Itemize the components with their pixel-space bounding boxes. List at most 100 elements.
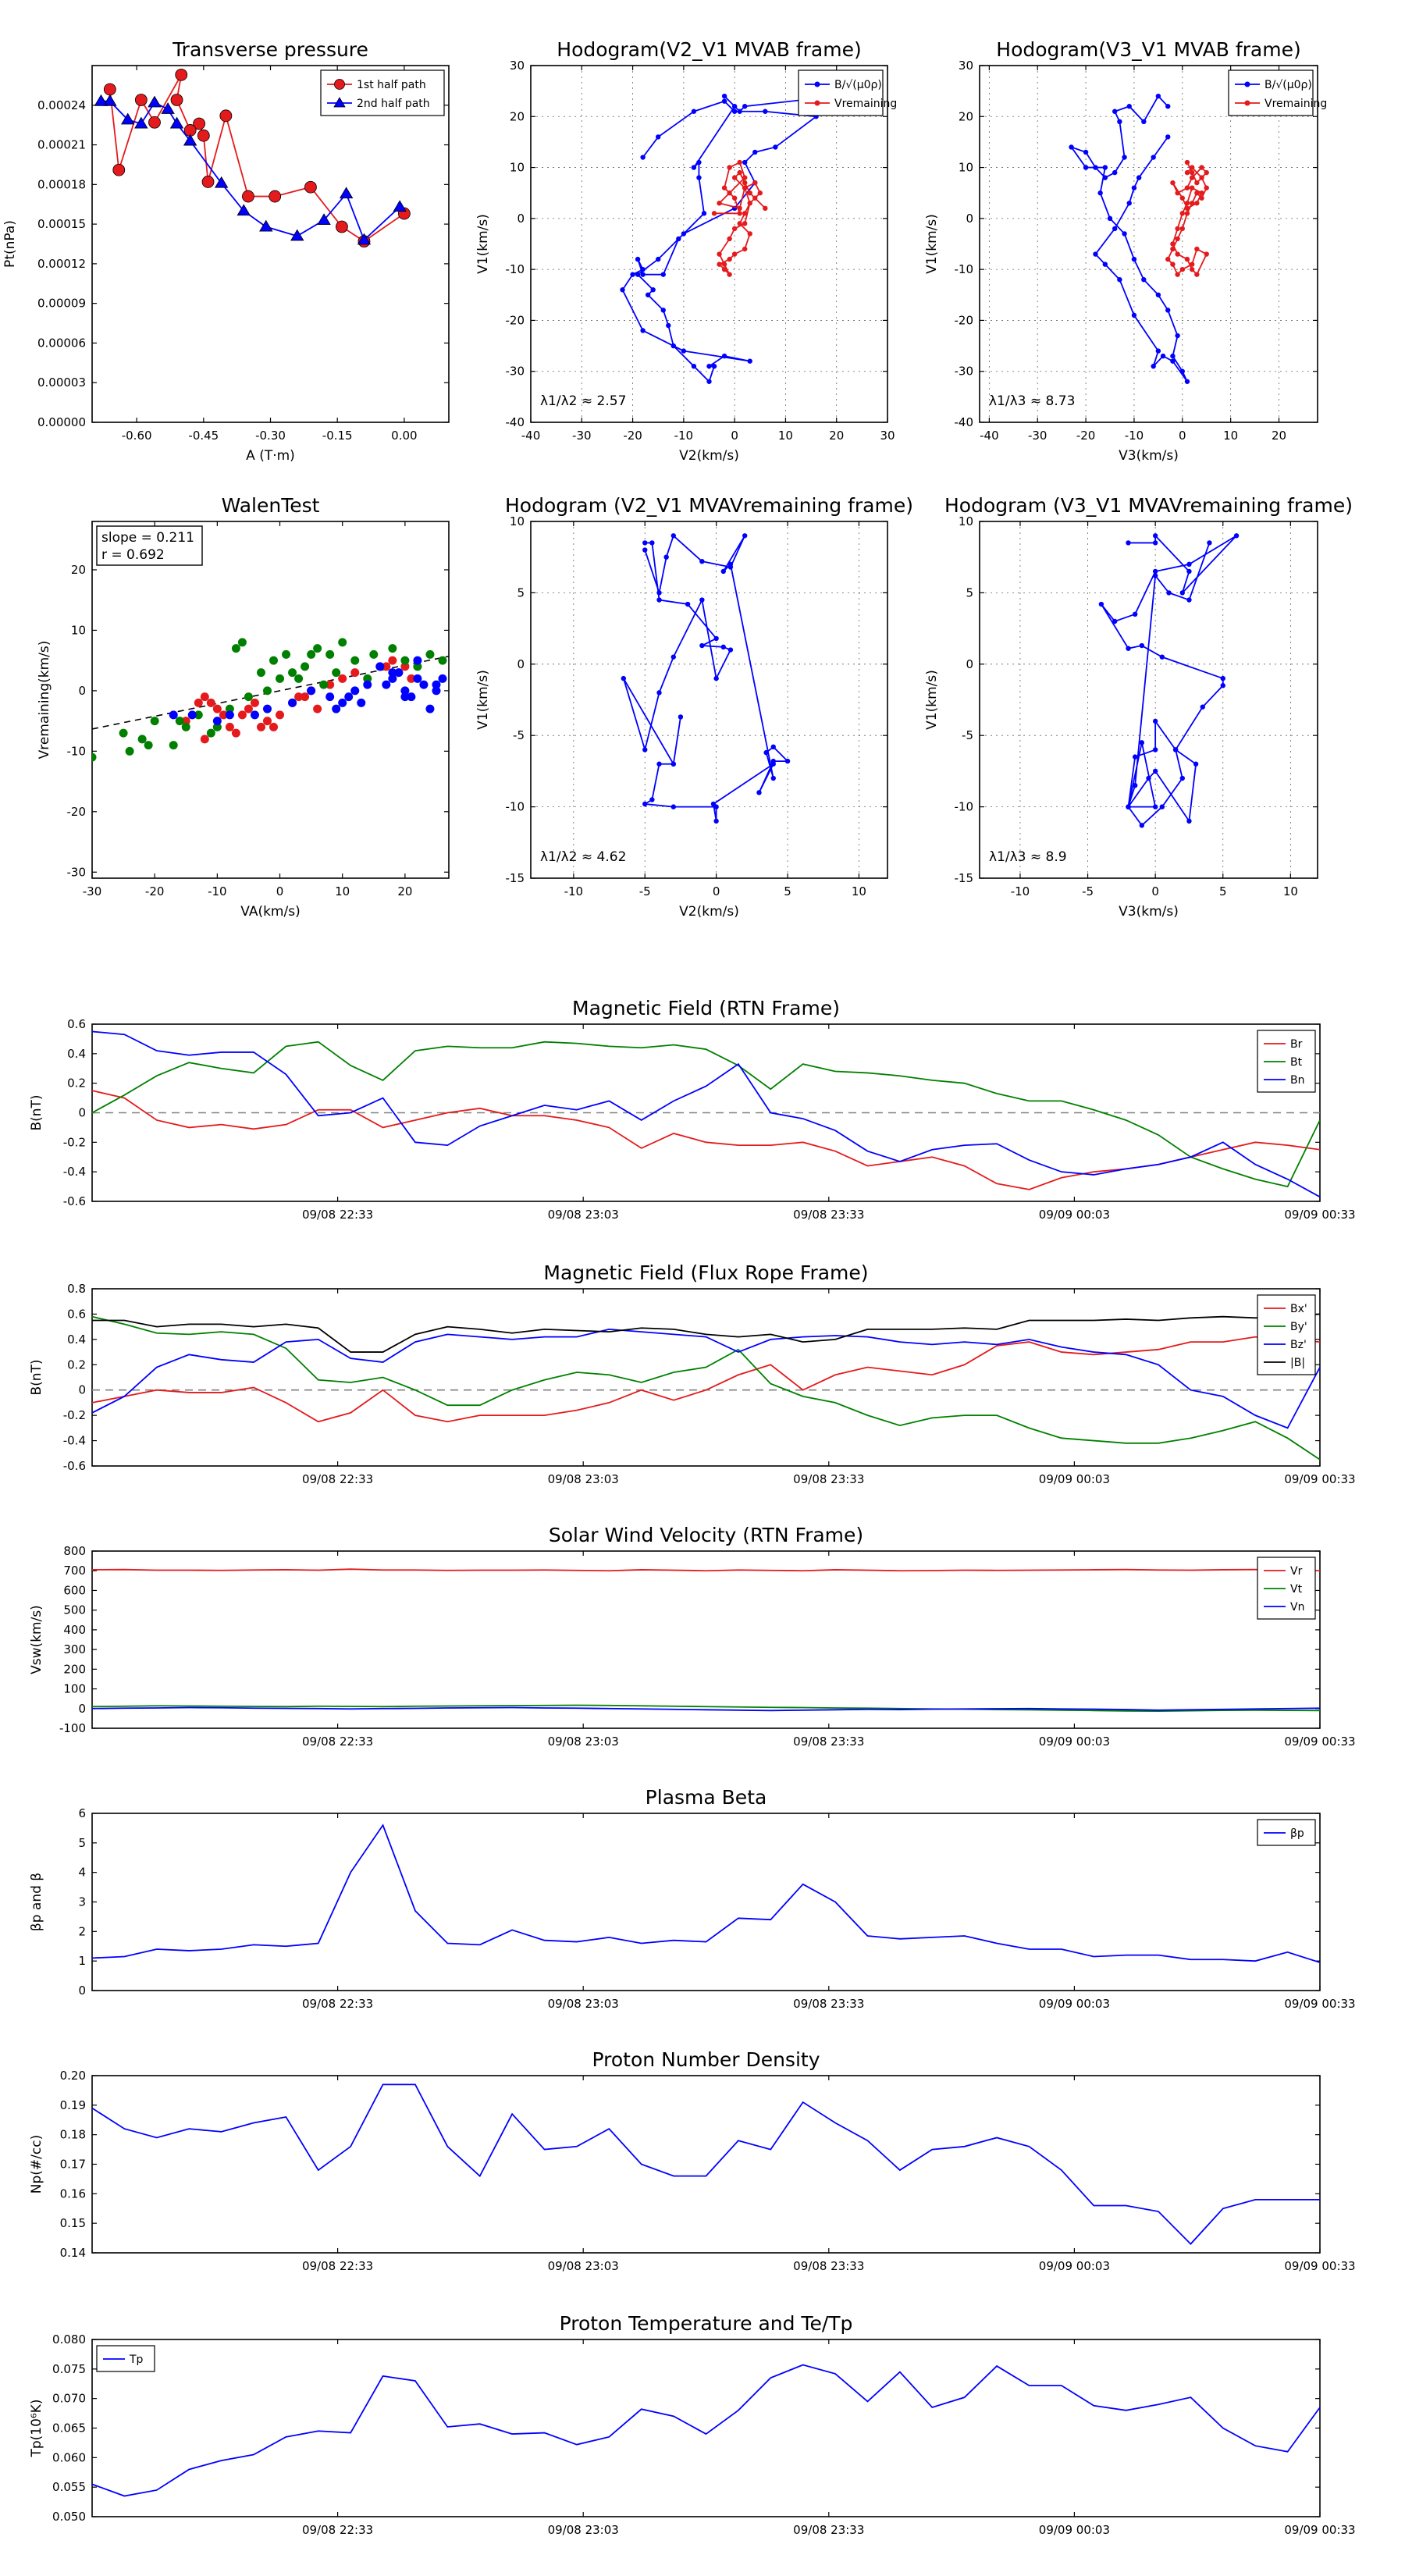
series-line-0 (92, 1336, 1320, 1423)
data-point (1102, 175, 1108, 180)
data-point (1112, 109, 1118, 114)
legend-label: Bn (1290, 1074, 1304, 1087)
series-line-1 (101, 100, 400, 241)
plot-area (91, 1813, 1321, 1991)
y-tick-label: 0.065 (52, 2421, 86, 2435)
data-point (375, 662, 385, 671)
data-point (713, 818, 719, 824)
data-point (325, 692, 335, 702)
data-point (720, 568, 726, 575)
y-tick-label: 0 (78, 1984, 86, 1998)
series-line-2 (92, 1706, 1320, 1712)
x-tick-label: 09/08 23:33 (793, 1472, 864, 1486)
data-point (313, 704, 322, 713)
x-tick-label: 09/09 00:03 (1039, 1208, 1110, 1222)
legend-marker (814, 81, 820, 87)
x-tick-label: 09/09 00:33 (1284, 1735, 1355, 1749)
legend-label: βp (1290, 1827, 1304, 1840)
data-point (1165, 134, 1171, 140)
data-point (432, 686, 441, 696)
y-tick-label: -5 (513, 728, 525, 742)
data-point (206, 698, 215, 707)
data-point (621, 675, 627, 681)
data-point (1170, 353, 1176, 359)
data-point (169, 741, 178, 750)
data-point (649, 797, 655, 802)
data-point (425, 704, 435, 713)
legend-marker (814, 100, 820, 106)
data-point (1132, 782, 1138, 788)
data-point (1152, 718, 1158, 724)
data-point (301, 662, 310, 671)
plot-marks (92, 1030, 1320, 1198)
y-tick-label: 0.00015 (37, 217, 86, 231)
data-point (742, 211, 748, 216)
data-point (685, 601, 691, 607)
data-point (1189, 201, 1195, 206)
data-point (1069, 144, 1074, 150)
data-point (1159, 804, 1165, 809)
y-tick-label: 0.075 (52, 2362, 86, 2376)
data-point (338, 674, 347, 683)
data-point (713, 635, 719, 642)
legend-label: Vn (1290, 1601, 1304, 1614)
chart-title: WalenTest (222, 494, 320, 517)
data-point (1220, 683, 1225, 688)
y-tick-label: -10 (955, 800, 974, 814)
data-point (1194, 201, 1200, 206)
x-tick-label: 09/08 23:03 (548, 1208, 619, 1222)
data-point (763, 109, 768, 114)
x-tick-label: 09/08 23:33 (793, 1735, 864, 1749)
data-point (1152, 573, 1158, 578)
x-tick-label: 09/08 23:03 (548, 2523, 619, 2537)
data-point (1186, 568, 1192, 575)
y-tick-label: -0.4 (63, 1165, 86, 1179)
plot-area (91, 65, 450, 423)
data-point (721, 353, 727, 359)
data-point (1170, 246, 1176, 252)
y-tick-label: 10 (510, 161, 525, 175)
plot-area (530, 65, 888, 423)
y-tick-label: 30 (510, 59, 525, 73)
y-tick-label: 0 (966, 657, 973, 671)
y-tick-label: -0.6 (63, 1194, 86, 1208)
x-tick-label: 0 (731, 429, 738, 443)
y-tick-label: -0.4 (63, 1434, 86, 1448)
data-point (357, 698, 366, 707)
data-point (200, 735, 209, 744)
data-point (699, 642, 705, 649)
x-tick-label: -20 (1076, 429, 1096, 443)
data-point (660, 272, 666, 277)
chart-title: Hodogram (V2_V1 MVAVremaining frame) (505, 494, 913, 517)
data-point (742, 533, 748, 539)
data-point (219, 710, 228, 720)
data-point (1136, 175, 1142, 180)
x-tick-label: 09/09 00:33 (1284, 1208, 1355, 1222)
data-point (717, 251, 722, 257)
data-point (175, 68, 188, 81)
y-tick-label: -10 (506, 800, 525, 814)
data-point (388, 668, 397, 678)
data-point (1233, 533, 1240, 539)
data-point (635, 256, 641, 262)
data-point (304, 180, 317, 194)
data-point (691, 109, 697, 114)
data-point (721, 93, 727, 99)
data-point (727, 564, 734, 570)
x-tick-label: 09/09 00:33 (1284, 2523, 1355, 2537)
data-point (262, 717, 272, 726)
data-point (175, 717, 184, 726)
x-tick-label: 20 (829, 429, 844, 443)
y-tick-label: -20 (506, 313, 525, 327)
data-point (691, 363, 697, 369)
x-tick-label: 09/09 00:03 (1039, 1735, 1110, 1749)
data-point (1194, 246, 1200, 252)
data-point (1179, 266, 1186, 272)
data-point (670, 761, 676, 767)
data-point (103, 94, 117, 106)
x-tick-label: 0.00 (391, 429, 417, 443)
data-point (1199, 175, 1204, 180)
x-tick-label: 09/08 23:33 (793, 1997, 864, 2011)
data-point (706, 379, 712, 384)
data-point (699, 558, 705, 564)
